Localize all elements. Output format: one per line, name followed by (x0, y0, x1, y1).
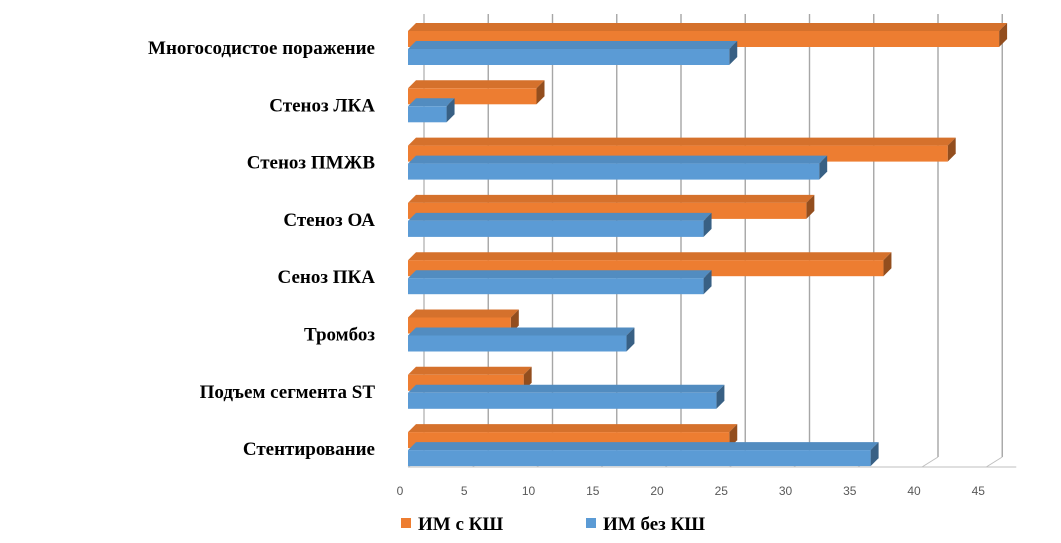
bar-im-bez-ksh (408, 270, 712, 295)
category-label: Стентирование (243, 439, 375, 460)
legend-label-series-1: ИМ с КШ (418, 514, 503, 535)
x-tick-label: 40 (907, 484, 921, 498)
category-label: Тромбоз (304, 325, 375, 346)
gridline-floor-40 (921, 456, 939, 468)
legend-swatch-series-1 (401, 518, 411, 528)
bar-im-bez-ksh (408, 98, 455, 123)
bar-im-bez-ksh (408, 212, 712, 237)
x-tick-label: 5 (461, 484, 468, 498)
bar-im-bez-ksh (408, 155, 828, 180)
bar-im-bez-ksh (408, 384, 725, 409)
category-labels: Многосодистое поражение Стеноз ЛКА Стеноз … (148, 38, 375, 460)
x-tick-label: 35 (843, 484, 857, 498)
bar-im-bez-ksh (408, 41, 738, 65)
category-label: Стеноз ПМЖВ (247, 153, 376, 174)
x-tick-label: 0 (397, 484, 404, 498)
x-axis-ticks: 0 5 10 15 20 25 30 35 40 45 (397, 484, 986, 498)
x-tick-label: 30 (779, 484, 793, 498)
x-tick-label: 20 (650, 484, 664, 498)
category-label: Сеноз ПКА (278, 267, 376, 288)
bars-group (408, 23, 1008, 467)
x-tick-label: 15 (586, 484, 600, 498)
x-tick-label: 45 (972, 484, 986, 498)
legend-swatch-series-2 (586, 518, 596, 528)
bar-im-bez-ksh (408, 327, 635, 352)
legend: ИМ с КШ ИМ без КШ (401, 514, 705, 535)
category-label: Стеноз ЛКА (269, 95, 375, 116)
gridline-floor-45 (985, 456, 1003, 468)
legend-label-series-2: ИМ без КШ (603, 514, 705, 535)
x-tick-label: 25 (715, 484, 729, 498)
category-label: Подъем сегмента ST (200, 382, 376, 403)
bar-im-bez-ksh (408, 442, 879, 467)
category-label: Стеноз ОА (283, 210, 375, 231)
category-label: Многосодистое поражение (148, 38, 375, 59)
x-tick-label: 10 (522, 484, 536, 498)
